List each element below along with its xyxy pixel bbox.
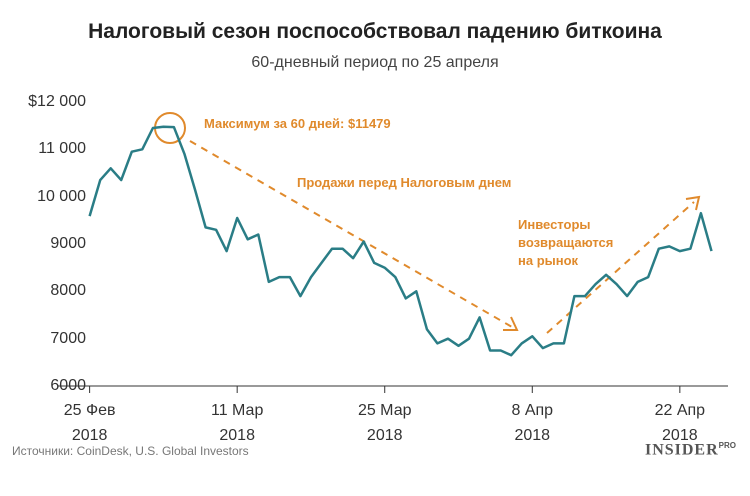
x-tick-label: 8 Апр 2018 (511, 402, 554, 444)
y-tick-label: $12 000 (28, 93, 86, 110)
chart-subtitle: 60-дневный период по 25 апреля (251, 54, 499, 71)
chart-title: Налоговый сезон поспособствовал падению … (88, 20, 662, 43)
line (88, 125, 713, 357)
x-tick-label: 25 Фев 2018 (63, 402, 116, 444)
arrows (189, 140, 701, 334)
annotation: Инвесторы возвращаются на рынок (518, 217, 614, 268)
y-tick-label: 11 000 (38, 140, 86, 158)
y-tick-label: 6000 (50, 377, 86, 394)
annotation: Продажи перед Налоговым днем (297, 175, 512, 190)
y-tick-label: 10 000 (37, 187, 86, 205)
x-tick-label: 11 Мар 2018 (210, 402, 264, 444)
x-tick-label: 25 Мар 2018 (357, 402, 412, 444)
y-tick-label: 7000 (50, 329, 86, 347)
y-tick-label: 9000 (50, 235, 86, 252)
logo-text: INSIDER (644, 441, 719, 459)
logo: INSIDERPRO (645, 441, 736, 459)
annotation: Максимум за 60 дней: $11479 (204, 116, 391, 131)
y-tick-label: 8000 (50, 282, 86, 300)
logo-suffix: PRO (718, 441, 736, 450)
x-tick-label: 22 Апр 2018 (654, 402, 706, 444)
source: Источники: CoinDesk, U.S. Global Investo… (12, 444, 249, 458)
